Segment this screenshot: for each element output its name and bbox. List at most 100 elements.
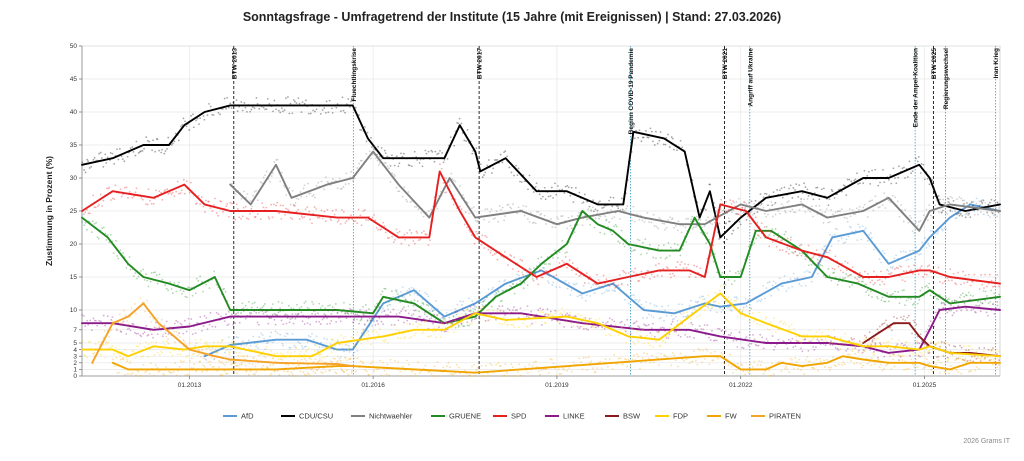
poll-point (730, 283, 733, 286)
poll-point (223, 320, 226, 323)
poll-point (440, 321, 443, 324)
poll-point (543, 314, 546, 317)
poll-point (682, 315, 685, 318)
poll-point (350, 312, 353, 315)
poll-point (608, 333, 611, 335)
poll-point (934, 343, 937, 346)
poll-point (658, 345, 661, 348)
poll-point (909, 249, 912, 252)
poll-point (442, 323, 444, 325)
poll-point (259, 218, 262, 221)
poll-point (573, 283, 576, 286)
poll-point (420, 323, 422, 326)
poll-point (314, 343, 316, 346)
poll-point (401, 307, 404, 310)
poll-point (439, 336, 442, 339)
poll-point (326, 208, 329, 211)
poll-point (156, 333, 159, 336)
poll-point (582, 356, 585, 359)
poll-point (566, 287, 569, 290)
poll-point (121, 322, 124, 325)
poll-point (807, 349, 810, 352)
poll-point (164, 150, 167, 152)
poll-point (765, 215, 767, 218)
poll-point (445, 312, 448, 314)
poll-point (589, 275, 591, 278)
poll-point (428, 318, 431, 320)
poll-point (756, 211, 759, 213)
poll-point (467, 317, 470, 320)
poll-point (578, 191, 581, 194)
poll-point (877, 184, 880, 187)
poll-point (784, 211, 787, 214)
poll-point (426, 315, 428, 318)
poll-point (971, 209, 973, 211)
poll-point (829, 221, 831, 223)
poll-point (382, 323, 385, 326)
poll-point (311, 222, 313, 225)
poll-point (919, 355, 921, 358)
poll-point (315, 184, 318, 187)
poll-point (950, 309, 952, 312)
poll-point (868, 331, 871, 334)
poll-point (988, 359, 991, 362)
poll-point (110, 329, 112, 332)
poll-point (869, 182, 872, 185)
poll-point (595, 283, 598, 286)
poll-point (970, 370, 973, 373)
poll-point (339, 110, 342, 113)
poll-point (893, 365, 896, 368)
poll-point (326, 323, 329, 325)
poll-point (87, 341, 90, 343)
poll-point (964, 274, 967, 277)
poll-point (567, 186, 570, 189)
poll-point (638, 279, 641, 282)
poll-point (822, 187, 825, 190)
poll-point (452, 315, 455, 317)
poll-point (722, 283, 725, 286)
poll-point (93, 352, 96, 355)
poll-point (690, 361, 693, 363)
poll-point (250, 312, 253, 315)
poll-point (820, 338, 822, 341)
poll-point (756, 364, 759, 366)
poll-point (504, 150, 507, 153)
poll-point (961, 199, 964, 202)
poll-point (604, 282, 607, 285)
poll-point (124, 314, 127, 317)
poll-point (324, 356, 327, 359)
poll-point (319, 353, 322, 356)
poll-point (476, 232, 479, 235)
poll-point (109, 152, 112, 154)
poll-point (477, 310, 480, 312)
poll-point (933, 239, 935, 242)
poll-point (329, 304, 331, 307)
poll-point (624, 210, 626, 212)
poll-point (916, 252, 919, 255)
poll-point (417, 208, 420, 211)
poll-point (768, 369, 771, 372)
poll-point (86, 319, 89, 322)
poll-point (881, 322, 884, 325)
poll-point (631, 327, 633, 330)
poll-point (882, 168, 884, 171)
poll-point (185, 356, 188, 358)
poll-point (902, 318, 904, 321)
x-tick-label: 01.2016 (361, 382, 385, 389)
poll-point (793, 277, 796, 280)
poll-point (543, 263, 546, 265)
poll-point (997, 363, 1000, 366)
poll-point (806, 334, 808, 336)
poll-point (386, 237, 389, 240)
poll-point (794, 189, 796, 191)
poll-point (708, 363, 711, 366)
poll-point (464, 211, 467, 214)
poll-point (856, 278, 859, 280)
poll-point (875, 338, 878, 340)
poll-point (836, 210, 839, 213)
poll-point (451, 178, 454, 181)
poll-point (298, 342, 301, 345)
poll-point (449, 322, 452, 325)
poll-point (982, 350, 985, 353)
poll-point (907, 344, 910, 347)
